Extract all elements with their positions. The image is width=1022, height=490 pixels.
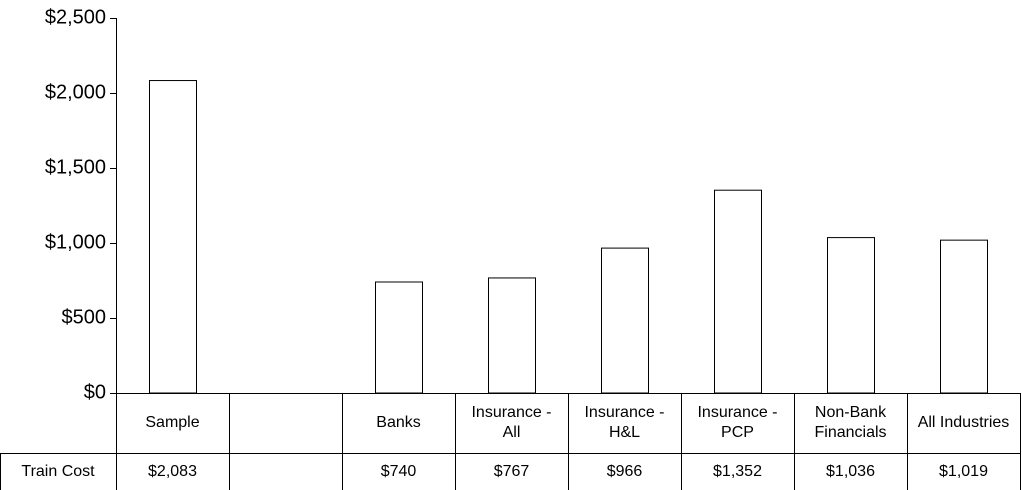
data-table-value: $2,083 [148,462,197,480]
x-tick-label: Non-Bank Financials [814,404,887,441]
x-tick-label: All Industries [917,414,1010,431]
y-tick-label: $1,000 [45,231,106,253]
data-table-value: $1,352 [713,462,762,480]
x-tick-label: Insurance - PCP [697,404,778,441]
bar [488,277,536,394]
y-tick-label: $500 [62,306,107,328]
y-tick-label: $1,500 [45,156,106,178]
data-table-value: $740 [380,462,417,480]
y-tick-label: $0 [84,381,106,403]
bar [940,239,988,394]
data-table-value: $1,019 [939,462,988,480]
bar [375,281,423,394]
y-tick-label: $2,000 [45,81,106,103]
x-tick-label: Insurance - All [471,404,552,441]
data-table-value: $1,036 [826,462,875,480]
bar [601,247,649,394]
row-label: Train Cost [21,462,95,480]
x-tick-label: Sample [145,414,200,431]
bar [827,237,875,394]
x-tick-label: Insurance - H&L [584,404,665,441]
x-tick-label: Banks [376,414,421,431]
data-table-value: $767 [493,462,530,480]
data-table-value: $966 [606,462,643,480]
bar [149,80,197,394]
y-tick-label: $2,500 [45,6,106,28]
bar [714,189,762,394]
